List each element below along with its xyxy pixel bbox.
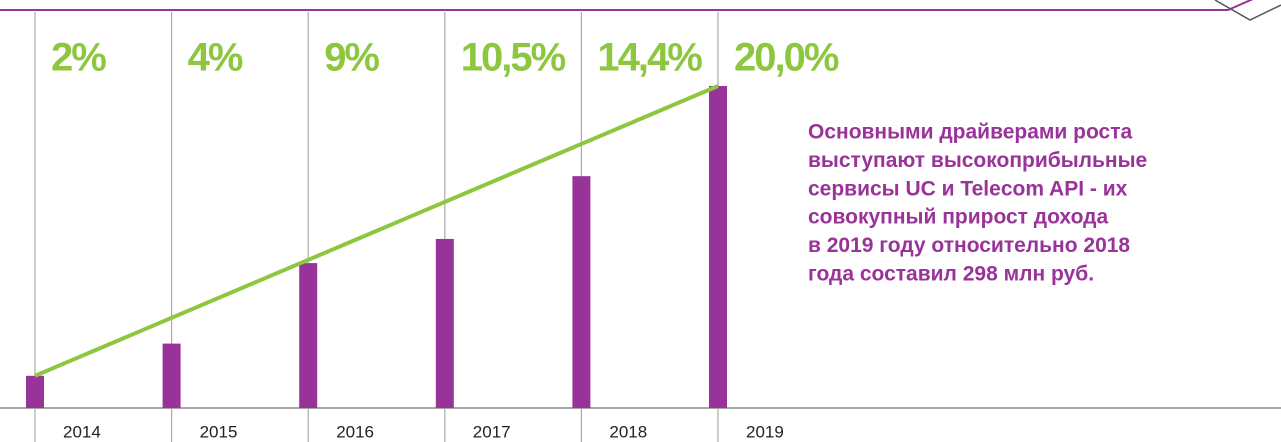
annotation-line: выступают высокоприбыльные [808, 149, 1147, 172]
x-tick-label: 2017 [473, 422, 511, 441]
trend-line [34, 84, 719, 378]
annotation-line: в 2019 году относительно 2018 [808, 234, 1130, 257]
value-label: 14,4% [597, 36, 702, 80]
annotation-line: Основными драйверами роста [808, 121, 1133, 144]
bar [435, 238, 454, 408]
x-tick-label: 2014 [63, 422, 101, 441]
bar [572, 176, 591, 408]
value-label: 10,5% [461, 36, 566, 80]
bar [26, 375, 44, 408]
x-tick-label: 2016 [336, 422, 374, 441]
annotation-line: сервисы UC и Telecom API - их [808, 177, 1128, 200]
value-label: 9% [324, 36, 379, 80]
bar [709, 86, 727, 408]
x-tick-label: 2019 [746, 422, 784, 441]
top-rule [0, 0, 1254, 11]
bar [162, 343, 181, 408]
value-label: 20,0% [734, 36, 839, 80]
bar [299, 263, 318, 408]
annotation-line: года составил 298 млн руб. [808, 263, 1094, 286]
x-tick-label: 2015 [200, 422, 238, 441]
corner-icon [1214, 0, 1281, 21]
value-label: 2% [51, 36, 106, 80]
x-tick-label: 2018 [609, 422, 647, 441]
annotation-line: совокупный прирост дохода [808, 206, 1108, 229]
value-label: 4% [188, 36, 243, 80]
